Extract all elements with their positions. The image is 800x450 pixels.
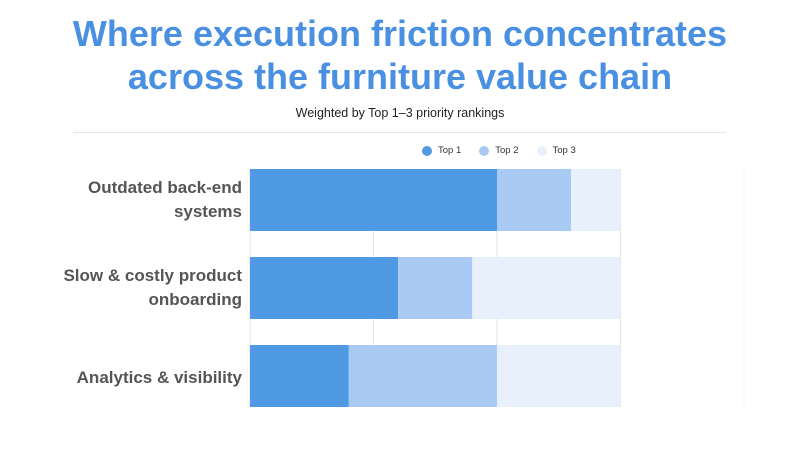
category-label-line: systems	[173, 202, 242, 221]
category-label: Outdated back-end systems	[2, 176, 242, 224]
legend-label: Top 3	[552, 145, 576, 156]
chart-title: Where execution friction concentrates ac…	[0, 12, 800, 98]
legend-item-top3[interactable]: Top 3	[536, 145, 576, 156]
chart-subtitle: Weighted by Top 1–3 priority rankings	[295, 106, 505, 120]
bar-top2-2	[398, 257, 473, 319]
legend: Top 1 Top 2 Top 3	[422, 145, 576, 156]
title-line-1: Where execution friction concentrates	[72, 13, 728, 54]
divider	[73, 132, 726, 133]
bar-top2-3	[348, 345, 497, 407]
legend-label: Top 1	[438, 145, 462, 156]
bar-top1-1	[250, 169, 497, 231]
bar-top3-1	[571, 169, 621, 231]
bar-top1-2	[250, 257, 399, 319]
legend-swatch	[422, 145, 432, 156]
legend-label: Top 2	[495, 145, 519, 156]
legend-swatch	[479, 145, 490, 156]
bar-top3-3	[497, 345, 621, 407]
legend-item-top1[interactable]: Top 1	[422, 145, 461, 156]
category-label: Slow & costly product onboarding	[2, 264, 242, 312]
legend-swatch	[536, 145, 547, 156]
bar-top2-1	[497, 169, 572, 231]
bar-top3-2	[472, 257, 621, 319]
bar-top1-3	[250, 345, 349, 407]
title-line-2: across the furniture value chain	[127, 56, 673, 97]
category-label-line: Outdated back-end	[88, 178, 242, 197]
category-label-line: onboarding	[148, 290, 242, 309]
category-label-line: Slow & costly product	[63, 266, 242, 285]
category-label-line: Analytics & visibility	[76, 368, 242, 387]
legend-item-top2[interactable]: Top 2	[479, 145, 519, 156]
category-label: Analytics & visibility	[2, 366, 242, 390]
